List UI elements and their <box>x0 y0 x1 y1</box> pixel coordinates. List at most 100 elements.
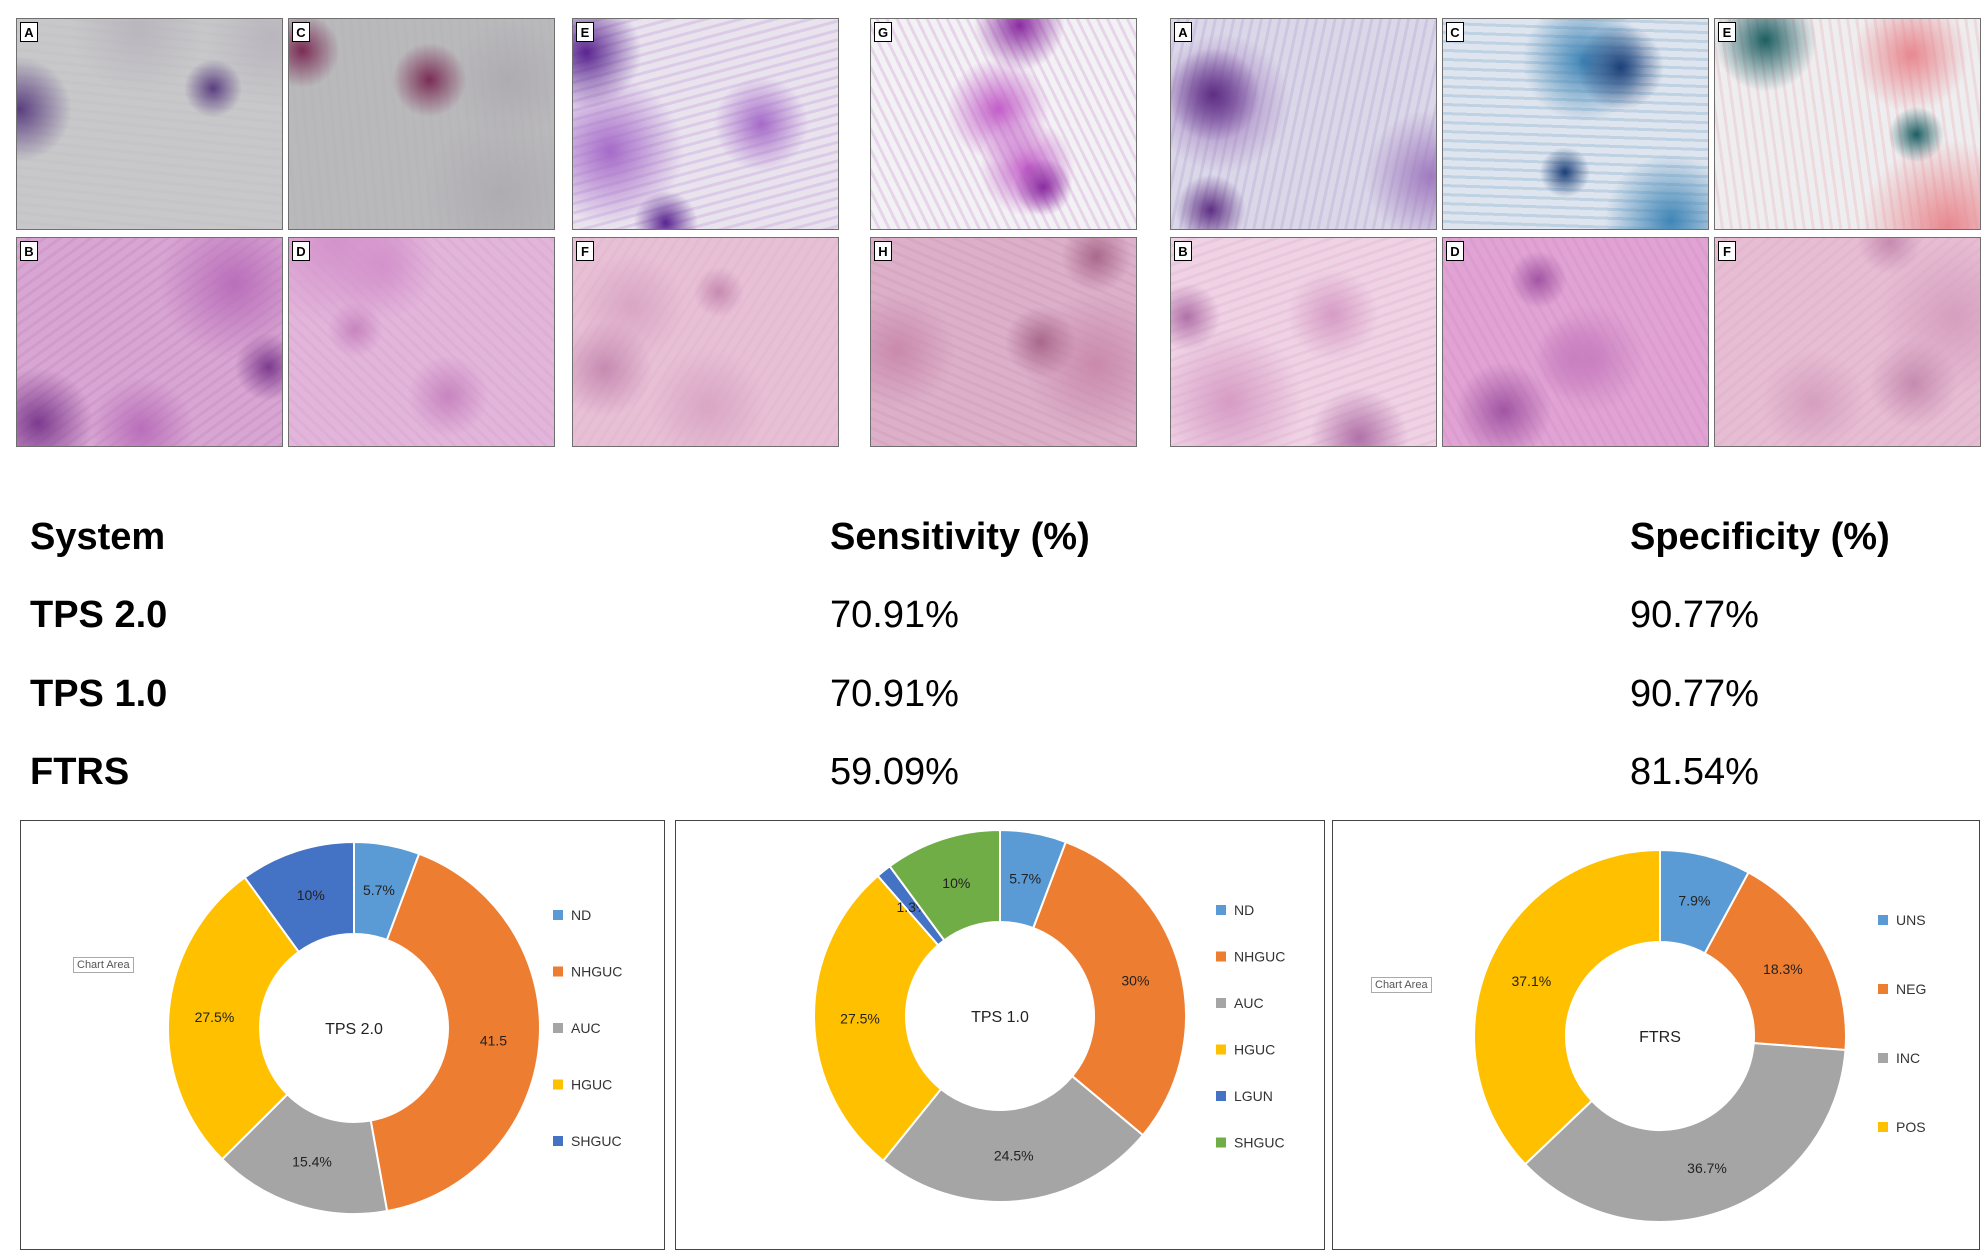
donut-center-label: TPS 1.0 <box>971 1009 1029 1026</box>
row-system: FTRS <box>30 751 130 793</box>
panel-letter-label: D <box>292 241 310 261</box>
legend-swatch <box>1878 915 1888 925</box>
panel-letter-label: A <box>20 22 38 42</box>
panel-letter-label: B <box>20 241 38 261</box>
panel-letter-label: H <box>874 241 892 261</box>
micrograph-image: D <box>288 237 555 447</box>
legend-entry-nhguc: NHGUC <box>1234 949 1285 965</box>
legend-entry-auc: AUC <box>1234 995 1264 1011</box>
slice-value-label: 10% <box>942 875 970 891</box>
slice-value-label: 41.5 <box>480 1033 507 1049</box>
micrograph-image: E <box>1714 18 1981 230</box>
row-specificity: 90.77% <box>1630 594 1759 636</box>
donut-slice-nhguc <box>369 852 541 1213</box>
legend-entry-neg: NEG <box>1896 981 1926 997</box>
micrograph-image: G <box>870 18 1137 230</box>
legend-swatch <box>553 1079 563 1090</box>
legend-entry-pos: POS <box>1896 1119 1926 1135</box>
slice-value-label: 30% <box>1121 972 1149 988</box>
legend-swatch <box>553 1023 563 1033</box>
legend-swatch <box>1216 905 1226 915</box>
micrograph-image: E <box>572 18 839 230</box>
panel-letter-label: A <box>1174 22 1192 42</box>
slice-value-label: 37.1% <box>1511 973 1551 989</box>
slice-value-label: 36.7% <box>1687 1160 1727 1176</box>
row-system: TPS 2.0 <box>30 594 168 636</box>
legend-entry-lgun: LGUN <box>1234 1088 1273 1104</box>
micrograph-image: A <box>16 18 283 230</box>
row-sensitivity: 59.09% <box>830 751 959 793</box>
legend-entry-hguc: HGUC <box>1234 1042 1275 1058</box>
slice-value-label: 5.7% <box>363 882 395 898</box>
slice-value-label: 18.3% <box>1763 961 1803 977</box>
donut-chart-svg: 5.7%30%24.5%27.5%1.3%10%TPS 1.0NDNHGUCAU… <box>813 828 1285 1203</box>
legend-entry-nd: ND <box>571 907 591 923</box>
header-sensitivity: Sensitivity (%) <box>830 516 1090 558</box>
slice-value-label: 5.7% <box>1009 870 1041 886</box>
row-system: TPS 1.0 <box>30 673 168 715</box>
micrograph-image: A <box>1170 18 1437 230</box>
row-specificity: 81.54% <box>1630 751 1759 793</box>
donut-slice-shguc <box>888 828 1001 942</box>
legend-swatch <box>1878 1122 1888 1132</box>
row-specificity: 90.77% <box>1630 673 1759 715</box>
micrograph-image: C <box>288 18 555 230</box>
micrograph-image: B <box>1170 237 1437 447</box>
donut-slice-neg <box>1703 871 1847 1052</box>
donut-slice-shguc <box>243 840 355 954</box>
donut-center-label: FTRS <box>1639 1029 1681 1046</box>
panel-letter-label: E <box>1718 22 1736 42</box>
legend-swatch <box>553 910 563 920</box>
row-sensitivity: 70.91% <box>830 594 959 636</box>
panel-letter-label: F <box>1718 241 1736 261</box>
legend-entry-nhguc: NHGUC <box>571 964 622 980</box>
panel-letter-label: D <box>1446 241 1464 261</box>
micrograph-image: C <box>1442 18 1709 230</box>
panel-letter-label: C <box>292 22 310 42</box>
legend-entry-auc: AUC <box>571 1020 601 1036</box>
chart-area-tag: Chart Area <box>73 957 134 973</box>
legend-entry-shguc: SHGUC <box>1234 1135 1285 1151</box>
legend-swatch <box>1216 1091 1226 1101</box>
legend-swatch <box>1216 1137 1226 1148</box>
legend-entry-uns: UNS <box>1896 912 1926 928</box>
donut-chart-ftrs: 7.9% 18.3% 36.7% 37.1% FTRS UNS NEG INC POS Char… <box>1332 820 1980 1250</box>
slice-value-label: 10% <box>297 887 325 903</box>
donut-chart-svg: 5.7% 41.5 15.4% 27.5% 10% TPS 2.0 ND NHGUC AUC HG… <box>167 840 622 1215</box>
micrograph-image: F <box>572 237 839 447</box>
donut-center-label: TPS 2.0 <box>325 1021 383 1038</box>
donut-slice-auc <box>881 1074 1145 1203</box>
slice-value-label: 15.4% <box>292 1154 332 1170</box>
panel-letter-label: B <box>1174 241 1192 261</box>
header-specificity: Specificity (%) <box>1630 516 1890 558</box>
donut-chart-tps20: 5.7% 41.5 15.4% 27.5% 10% TPS 2.0 ND NHGUC AUC HG… <box>20 820 665 1250</box>
legend-swatch <box>553 1136 563 1146</box>
chart-area-tag: Chart Area <box>1371 977 1432 993</box>
donut-slice-hguc <box>813 874 943 1163</box>
donut-slice-pos <box>1473 848 1661 1166</box>
legend-entry-hguc: HGUC <box>571 1077 612 1093</box>
slice-value-label: 7.9% <box>1678 892 1710 908</box>
donut-slice-hguc <box>167 876 301 1161</box>
panel-letter-label: G <box>874 22 893 42</box>
legend-entry-inc: INC <box>1896 1050 1920 1066</box>
slice-value-label: 24.5% <box>994 1147 1034 1163</box>
slice-value-label: 27.5% <box>840 1011 880 1027</box>
panel-letter-label: E <box>576 22 594 42</box>
micrograph-image: H <box>870 237 1137 447</box>
donut-slice-inc <box>1523 1042 1847 1223</box>
legend-swatch <box>1216 1044 1226 1055</box>
legend-swatch <box>1216 951 1226 962</box>
legend-swatch <box>553 966 563 977</box>
panel-letter-label: C <box>1446 22 1464 42</box>
donut-chart-svg: 7.9% 18.3% 36.7% 37.1% FTRS UNS NEG INC POS <box>1473 848 1926 1223</box>
micrograph-image: D <box>1442 237 1709 447</box>
slice-value-label: 27.5% <box>195 1009 235 1025</box>
legend-swatch <box>1216 998 1226 1008</box>
row-sensitivity: 70.91% <box>830 673 959 715</box>
micrograph-image: B <box>16 237 283 447</box>
legend-swatch <box>1878 984 1888 994</box>
legend-entry-nd: ND <box>1234 902 1254 918</box>
legend-entry-shguc: SHGUC <box>571 1133 622 1149</box>
panel-letter-label: F <box>576 241 594 261</box>
